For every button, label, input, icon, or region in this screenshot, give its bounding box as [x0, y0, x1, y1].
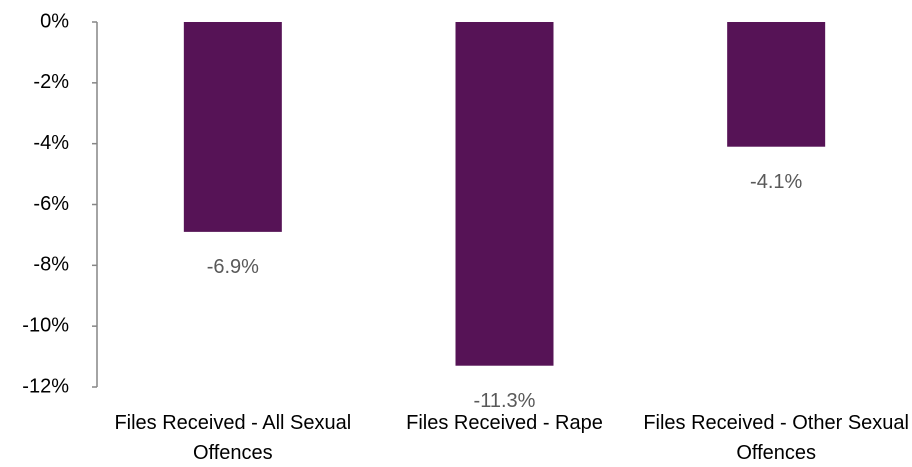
y-tick-label: 0%: [40, 10, 69, 32]
bar: [727, 22, 826, 147]
x-tick-label: Files Received - Rape: [406, 412, 603, 434]
value-label: -6.9%: [207, 256, 259, 278]
y-tick-label: -12%: [22, 375, 69, 397]
y-tick-label: -10%: [22, 314, 69, 336]
y-tick-label: -6%: [33, 193, 69, 215]
y-tick-label: -2%: [33, 71, 69, 93]
y-tick-label: -4%: [33, 132, 69, 154]
value-label: -4.1%: [750, 171, 802, 193]
value-label: -11.3%: [474, 390, 536, 412]
y-tick-label: -8%: [33, 254, 69, 276]
bar: [183, 22, 282, 232]
bar: [455, 22, 554, 366]
x-tick-label: Files Received - Other Sexual Offences: [643, 412, 909, 464]
x-tick-label: Files Received - All Sexual Offences: [114, 412, 352, 464]
